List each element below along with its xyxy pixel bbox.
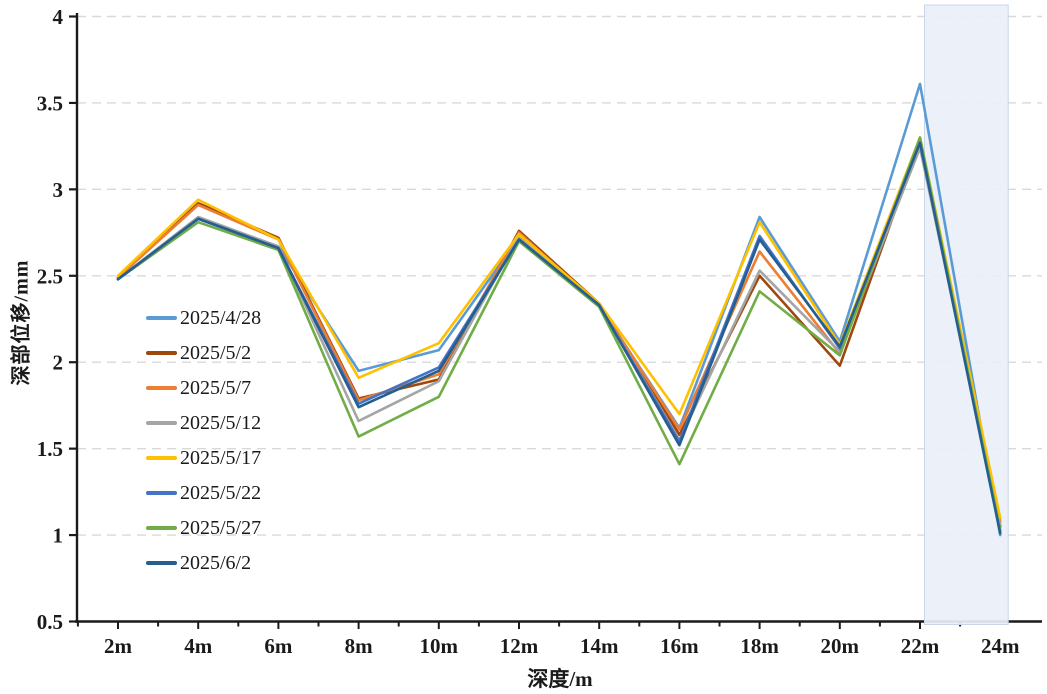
legend-swatch-icon (146, 350, 177, 355)
legend-label: 2025/5/12 (180, 411, 262, 434)
legend-swatch-icon (146, 490, 177, 495)
legend-item: 2025/6/2 (146, 545, 261, 580)
x-tick-label: 24m (981, 634, 1020, 658)
legend-swatch-icon (146, 560, 177, 565)
y-tick-label: 0.5 (37, 610, 63, 634)
x-tick-label: 8m (345, 634, 374, 658)
legend-swatch-icon (146, 385, 177, 390)
legend-label: 2025/5/22 (180, 481, 262, 504)
legend-label: 2025/5/2 (180, 341, 252, 364)
legend-item: 2025/5/12 (146, 405, 261, 440)
x-tick-label: 4m (184, 634, 213, 658)
x-tick-label: 12m (500, 634, 539, 658)
legend-item: 2025/5/27 (146, 510, 261, 545)
legend-label: 2025/4/28 (180, 306, 262, 329)
x-tick-label: 6m (264, 634, 293, 658)
legend-swatch-icon (146, 420, 177, 425)
x-tick-label: 20m (821, 634, 860, 658)
legend-swatch-icon (146, 315, 177, 320)
y-tick-label: 2 (53, 351, 64, 375)
x-tick-label: 10m (420, 634, 459, 658)
x-tick-label: 16m (660, 634, 699, 658)
legend-label: 2025/5/27 (180, 516, 262, 539)
series-line-2025-6-2 (116, 141, 1002, 535)
x-tick-label: 2m (104, 634, 133, 658)
legend-item: 2025/5/22 (146, 475, 261, 510)
y-tick-label: 2.5 (37, 264, 63, 288)
legend-swatch-icon (146, 525, 177, 530)
x-tick-label: 22m (901, 634, 940, 658)
highlight-band (924, 4, 1009, 625)
x-tick-label: 18m (740, 634, 779, 658)
x-tick-label: 14m (580, 634, 619, 658)
legend-item: 2025/5/7 (146, 370, 261, 405)
y-axis-title: 深部位移/mm (10, 259, 33, 386)
x-axis-title: 深度/m (527, 667, 593, 691)
legend-item: 2025/5/2 (146, 335, 261, 370)
y-tick-label: 3 (53, 178, 64, 202)
series-line-2025-5-27 (116, 136, 1002, 532)
y-tick-label: 4 (53, 5, 64, 29)
y-tick-label: 3.5 (37, 91, 63, 115)
legend-label: 2025/5/7 (180, 376, 252, 399)
y-tick-label: 1.5 (37, 437, 63, 461)
y-tick-label: 1 (53, 524, 64, 548)
legend-label: 2025/5/17 (180, 446, 262, 469)
legend-swatch-icon (146, 455, 177, 460)
legend-item: 2025/5/17 (146, 440, 261, 475)
legend-item: 2025/4/28 (146, 300, 261, 335)
legend: 2025/4/28 2025/5/2 2025/5/7 2025/5/12 2025/5… (146, 300, 261, 580)
legend-label: 2025/6/2 (180, 551, 252, 574)
